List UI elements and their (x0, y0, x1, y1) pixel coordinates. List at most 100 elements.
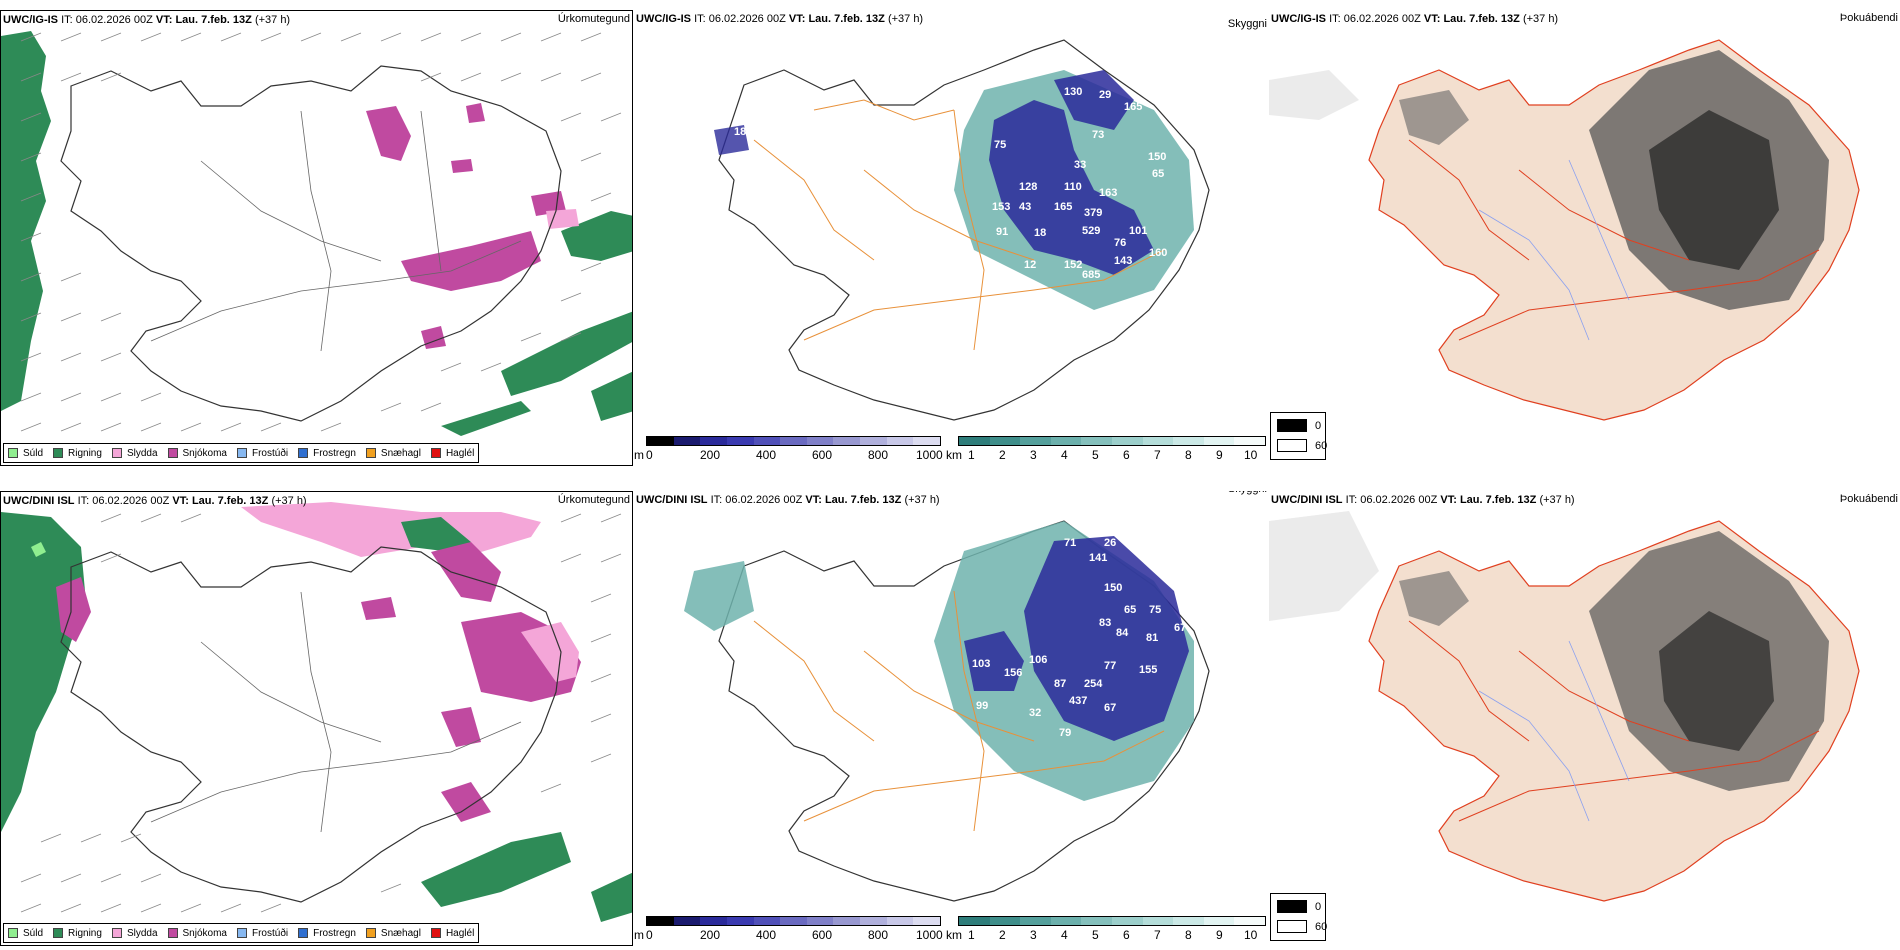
height-tick: 800 (868, 928, 889, 942)
visibility-map-bottom: 71 26 141 150 65 75 83 84 81 67 103 106 … (684, 520, 1210, 902)
vt-label: VT: (1423, 13, 1441, 25)
km-unit: km (946, 448, 962, 462)
legend-swatch (53, 928, 64, 938)
vt-value: Lau. 7.feb. 13Z (175, 14, 252, 26)
svg-text:84: 84 (1116, 627, 1129, 639)
svg-text:165: 165 (1124, 101, 1142, 113)
svg-text:91: 91 (996, 226, 1008, 238)
roads (150, 591, 522, 833)
snow-area (431, 542, 501, 602)
svg-text:83: 83 (1099, 617, 1111, 629)
svg-text:150: 150 (1148, 151, 1166, 163)
km-colorbar: km 1 2 3 4 5 6 7 8 9 10 (946, 436, 1266, 462)
precip-legend: Súld Rigning Slydda Snjókoma Frostúði Fr… (3, 923, 480, 943)
fog-panel-top: UWC/IG-IS IT: 06.02.2026 00Z VT: Lau. 7.… (1269, 10, 1900, 466)
svg-text:141: 141 (1089, 552, 1107, 564)
svg-text:101: 101 (1129, 225, 1147, 237)
vt-label: VT: (155, 14, 173, 26)
svg-text:156: 156 (1004, 667, 1022, 679)
km-tick: 7 (1154, 928, 1161, 942)
km-colorbar-strip (958, 916, 1266, 926)
km-tick: 9 (1216, 928, 1223, 942)
vt-value: Lau. 7.feb. 13Z (1459, 494, 1537, 506)
svg-text:43: 43 (1019, 201, 1031, 213)
svg-text:77: 77 (1104, 660, 1116, 672)
svg-text:143: 143 (1114, 255, 1132, 267)
low-visibility-area (1054, 70, 1134, 130)
legend-item: Frostúði (236, 448, 288, 459)
rain-area (441, 401, 531, 436)
svg-text:153: 153 (992, 201, 1010, 213)
panel-title: Þokuábendi (1839, 12, 1898, 24)
legend-item: Slydda (111, 448, 158, 459)
km-tick: 2 (999, 448, 1006, 462)
legend-swatch (236, 928, 247, 938)
svg-text:29: 29 (1009, 812, 1021, 824)
svg-text:81: 81 (1146, 632, 1158, 644)
snow-area (441, 782, 491, 822)
iceland-outline (60, 65, 562, 422)
svg-text:155: 155 (1139, 664, 1157, 676)
iceland-outline (718, 520, 1210, 902)
it-value: 06.02.2026 00Z (92, 495, 170, 507)
fog-legend: 0 60 (1270, 412, 1327, 460)
km-tick: 10 (1244, 928, 1258, 942)
svg-text:106: 106 (1029, 654, 1047, 666)
model-name: UWC/IG-IS (3, 14, 58, 26)
legend-swatch (8, 448, 18, 458)
sleet-area (521, 622, 579, 682)
rain-area (501, 311, 632, 396)
vt-label: VT: (788, 13, 806, 25)
drizzle-area (31, 542, 46, 557)
km-tick: 3 (1030, 448, 1037, 462)
it-value: 06.02.2026 00Z (708, 13, 786, 25)
km-tick: 1 (968, 448, 975, 462)
legend-item: Rigning (53, 448, 102, 459)
panel-title: Úrkomutegund (557, 13, 630, 25)
svg-text:685: 685 (1082, 269, 1100, 281)
legend-swatch (365, 928, 376, 938)
lead-time: (+37 h) (254, 14, 291, 26)
snow-area (451, 159, 473, 173)
fog-shade-dense (1659, 611, 1774, 751)
svg-text:160: 160 (1149, 247, 1167, 259)
precip-type-panel-top: UWC/IG-IS IT: 06.02.2026 00Z VT: Lau. 7.… (0, 10, 633, 466)
legend-swatch (167, 448, 178, 458)
svg-text:186: 186 (734, 126, 752, 138)
fog-map-bottom (1269, 511, 1860, 902)
svg-text:79: 79 (1059, 727, 1071, 739)
legend-item: Snjókoma (167, 928, 227, 939)
it-label: IT: (61, 14, 73, 26)
panel-header: UWC/DINI ISL IT: 06.02.2026 00Z VT: Lau.… (636, 493, 940, 507)
it-label: IT: (694, 13, 706, 25)
iceland-outline (718, 39, 1210, 421)
km-colorbar-strip (958, 436, 1266, 446)
legend-item: Snjókoma (167, 448, 227, 459)
rivers (1478, 159, 1630, 341)
it-label: IT: (710, 494, 723, 506)
legend-item: Snæhagl (365, 448, 421, 459)
roads (753, 99, 1165, 351)
svg-text:76: 76 (1114, 237, 1126, 249)
rain-area (1, 512, 86, 832)
legend-item: Slydda (111, 928, 158, 939)
iceland-outline (60, 546, 562, 903)
precip-legend: Súld Rigning Slydda Snjókoma Frostúði Fr… (3, 443, 480, 463)
svg-text:163: 163 (1099, 187, 1117, 199)
rain-area (401, 517, 471, 552)
height-tick: 0 (646, 448, 653, 462)
height-tick: 800 (868, 448, 889, 462)
legend-swatch (430, 448, 441, 458)
height-tick: 0 (646, 928, 653, 942)
lead-time: (+37 h) (887, 13, 924, 25)
panel-header: UWC/IG-IS IT: 06.02.2026 00Z VT: Lau. 7.… (1271, 12, 1558, 26)
fog-panel-bottom: UWC/DINI ISL IT: 06.02.2026 00Z VT: Lau.… (1269, 491, 1900, 946)
km-tick: 4 (1061, 448, 1068, 462)
visibility-values: 130 29 165 73 75 186 110 33 128 110 163 … (734, 86, 1167, 343)
snow-area (441, 707, 481, 747)
snow-area (366, 106, 411, 161)
svg-text:110: 110 (824, 173, 842, 185)
svg-text:33: 33 (1074, 159, 1086, 171)
rain-area (421, 832, 571, 907)
vt-label: VT: (805, 494, 822, 506)
